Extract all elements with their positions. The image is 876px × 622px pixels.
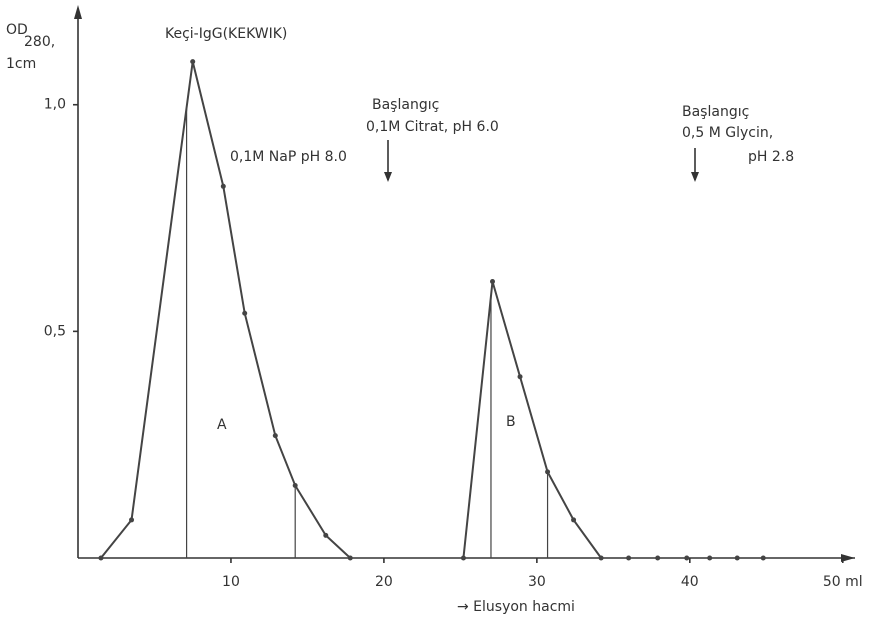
point xyxy=(760,555,766,561)
y-label: 1cm xyxy=(6,56,36,72)
axis-arrow xyxy=(841,554,855,562)
x-tick-label: 50 ml xyxy=(823,574,863,590)
y-tick-label: 1,0 xyxy=(44,97,66,113)
point xyxy=(272,433,278,439)
line xyxy=(100,61,351,559)
point xyxy=(684,555,690,561)
point xyxy=(626,555,632,561)
point xyxy=(707,555,713,561)
point xyxy=(517,374,523,380)
point xyxy=(734,555,740,561)
point xyxy=(490,279,496,284)
annotation: Keçi-IgG(KEKWIK) xyxy=(165,26,287,42)
x-tick-label: 40 xyxy=(681,574,699,590)
axis-arrow xyxy=(74,5,82,19)
annotation: Başlangıç xyxy=(682,104,749,120)
annotation: 0,5 M Glycin, xyxy=(682,125,773,141)
point xyxy=(655,555,661,561)
arrow xyxy=(384,140,699,182)
annotation: pH 2.8 xyxy=(748,149,794,165)
annotation: Başlangıç xyxy=(372,97,439,113)
annotation: 0,1M NaP pH 8.0 xyxy=(230,149,347,165)
point xyxy=(292,482,298,488)
region-label: A xyxy=(217,417,227,433)
point xyxy=(242,310,248,316)
point xyxy=(545,469,551,475)
y-label: OD xyxy=(6,22,28,38)
line xyxy=(462,281,602,559)
annotation: 0,1M Citrat, pH 6.0 xyxy=(366,119,499,135)
x-label: → Elusyon hacmi xyxy=(457,599,575,615)
point xyxy=(190,59,196,65)
point xyxy=(598,555,604,561)
point xyxy=(323,532,329,538)
point xyxy=(460,555,466,561)
y-tick-label: 0,5 xyxy=(44,323,66,339)
point xyxy=(571,517,577,523)
point xyxy=(220,183,226,189)
point xyxy=(98,555,104,561)
x-tick-label: 20 xyxy=(375,574,393,590)
y-label: 280, xyxy=(24,34,55,50)
x-tick-label: 10 xyxy=(222,574,240,590)
x-tick-label: 30 xyxy=(528,574,546,590)
point xyxy=(347,555,353,561)
point xyxy=(129,517,135,523)
region-label: B xyxy=(506,414,516,430)
